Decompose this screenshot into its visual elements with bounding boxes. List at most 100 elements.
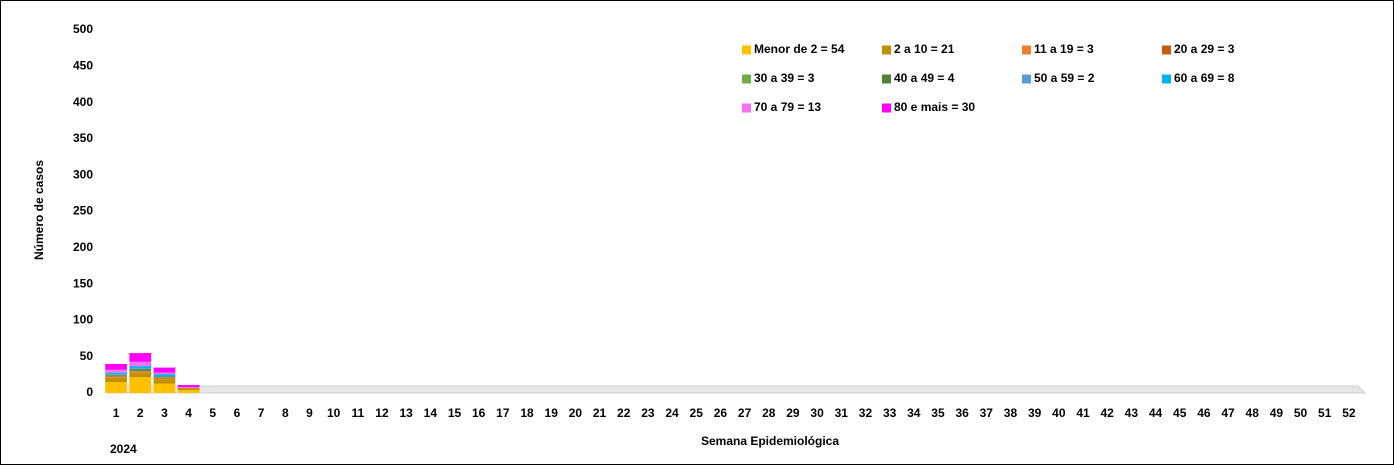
bar-segment — [153, 377, 176, 379]
bar-segment — [105, 363, 127, 370]
x-tick-label: 28 — [762, 406, 776, 420]
legend-swatch — [1162, 45, 1171, 55]
y-tick-label: 0 — [86, 385, 93, 399]
bar-segment — [105, 377, 127, 378]
x-tick-label: 20 — [569, 406, 583, 420]
x-tick-label: 31 — [835, 406, 849, 420]
x-tick-label: 1 — [113, 406, 120, 420]
legend-swatch — [882, 45, 891, 55]
x-tick-label: 19 — [545, 406, 559, 420]
x-tick-label: 48 — [1246, 406, 1260, 420]
x-tick-label: 47 — [1221, 406, 1235, 420]
x-tick-label: 41 — [1076, 406, 1090, 420]
y-tick-label: 100 — [73, 313, 93, 327]
x-tick-label: 34 — [907, 406, 921, 420]
bar-segment — [153, 378, 176, 380]
x-tick-label: 3 — [161, 406, 168, 420]
x-tick-label: 26 — [714, 406, 728, 420]
x-tick-label: 21 — [593, 406, 607, 420]
x-tick-label: 8 — [282, 406, 289, 420]
x-tick-label: 39 — [1028, 406, 1042, 420]
bar-segment — [129, 372, 152, 378]
x-tick-label: 35 — [931, 406, 945, 420]
axis-floor — [106, 385, 1367, 394]
x-tick-label: 25 — [690, 406, 704, 420]
x-tick-label: 2 — [137, 406, 144, 420]
x-tick-label: 18 — [520, 406, 534, 420]
bar-segment — [105, 376, 127, 378]
x-tick-label: 22 — [617, 406, 631, 420]
legend-swatch — [1162, 74, 1171, 84]
legend-label: 70 a 79 = 13 — [754, 100, 821, 114]
legend-label: Menor de 2 = 54 — [754, 42, 845, 56]
bar-segment — [129, 371, 152, 372]
x-tick-label: 16 — [472, 406, 486, 420]
bar-segment — [177, 387, 200, 391]
x-tick-label: 15 — [448, 406, 462, 420]
bar-segment — [105, 372, 127, 375]
legend-label: 20 a 29 = 3 — [1174, 42, 1235, 56]
legend-label: 80 e mais = 30 — [894, 100, 975, 114]
legend-label: 11 a 19 = 3 — [1034, 42, 1094, 56]
x-tick-label: 6 — [234, 406, 241, 420]
legend-swatch — [742, 45, 751, 55]
x-tick-label: 9 — [306, 406, 313, 420]
bar-segment — [153, 372, 176, 375]
legend-swatch — [742, 103, 751, 113]
bar-segment — [153, 383, 176, 393]
x-tick-label: 23 — [641, 406, 655, 420]
legend-label: 2 a 10 = 21 — [894, 42, 955, 56]
x-tick-label: 50 — [1294, 406, 1308, 420]
bar-segment — [105, 382, 127, 393]
x-tick-label: 38 — [1004, 406, 1018, 420]
y-tick-label: 200 — [73, 240, 93, 254]
bar-segment — [129, 371, 152, 373]
bar-segment — [129, 369, 152, 371]
bar-segment — [177, 390, 200, 393]
y-tick-label: 250 — [73, 204, 93, 218]
y-tick-label: 150 — [73, 276, 93, 290]
legend-label: 30 a 39 = 3 — [754, 71, 815, 85]
x-tick-label: 29 — [786, 406, 800, 420]
x-group-label: 2024 — [110, 442, 137, 456]
legend-swatch — [1022, 74, 1031, 84]
x-tick-label: 43 — [1125, 406, 1139, 420]
legend-label: 50 a 59 = 2 — [1034, 71, 1095, 85]
bar-segment — [153, 367, 176, 373]
bar-segment — [153, 377, 176, 378]
x-tick-label: 45 — [1173, 406, 1187, 420]
bar-segment — [105, 377, 127, 383]
y-tick-label: 50 — [80, 349, 94, 363]
x-tick-label: 40 — [1052, 406, 1066, 420]
x-tick-label: 12 — [375, 406, 389, 420]
x-tick-label: 44 — [1149, 406, 1163, 420]
x-tick-label: 49 — [1270, 406, 1284, 420]
bar-segment — [153, 376, 176, 378]
x-tick-label: 4 — [185, 406, 192, 420]
x-tick-label: 33 — [883, 406, 897, 420]
bar-segment — [153, 379, 176, 384]
bar-segment — [105, 374, 127, 375]
x-tick-label: 14 — [424, 406, 438, 420]
bar-segment — [105, 369, 127, 373]
y-tick-label: 500 — [73, 22, 93, 36]
y-tick-label: 400 — [73, 95, 93, 109]
legend-swatch — [882, 103, 891, 113]
x-tick-label: 36 — [955, 406, 969, 420]
legend-swatch — [882, 74, 891, 84]
x-tick-label: 27 — [738, 406, 752, 420]
bar-segment — [129, 353, 152, 362]
bar-segment — [129, 361, 152, 367]
x-tick-label: 30 — [810, 406, 824, 420]
y-tick-label: 450 — [73, 58, 93, 72]
legend-label: 40 a 49 = 4 — [894, 71, 955, 85]
x-tick-label: 10 — [327, 406, 341, 420]
x-tick-label: 17 — [496, 406, 510, 420]
y-axis-title: Número de casos — [32, 160, 46, 260]
x-tick-label: 52 — [1342, 406, 1356, 420]
bar-segment — [129, 366, 152, 369]
x-tick-label: 11 — [351, 406, 364, 420]
bar-segment — [105, 375, 127, 377]
